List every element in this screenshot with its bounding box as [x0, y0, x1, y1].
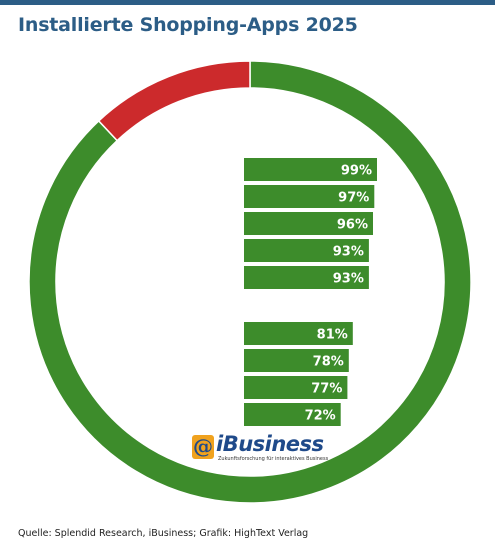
- bar-label-5: 93%: [333, 272, 364, 287]
- logo-name: iBusiness: [216, 432, 324, 456]
- ring-slice-2: [97, 60, 251, 142]
- bar-1: [244, 158, 377, 181]
- bar-4: [244, 239, 369, 262]
- logo-tagline: Zukunftsforschung für interaktives Busin…: [218, 456, 329, 462]
- bar-6: [244, 322, 353, 345]
- bar-3: [244, 212, 373, 235]
- ring-slice-1: [28, 60, 472, 504]
- logo-at-icon: @: [192, 434, 214, 459]
- bar-2: [244, 185, 375, 208]
- top-accent-bar: [0, 0, 495, 5]
- bar-label-9: 72%: [305, 409, 336, 424]
- source-note: Quelle: Splendid Research, iBusiness; Gr…: [18, 528, 309, 539]
- bar-label-6: 81%: [317, 328, 348, 343]
- ibusiness-logo: @ iBusiness Zukunftsforschung für intera…: [192, 432, 328, 464]
- bar-label-1: 99%: [341, 164, 372, 179]
- bar-7: [244, 349, 349, 372]
- bar-label-4: 93%: [333, 245, 364, 260]
- chart-title: Installierte Shopping-Apps 2025: [18, 14, 358, 36]
- bar-label-7: 78%: [313, 355, 344, 370]
- bar-label-8: 77%: [311, 382, 342, 397]
- bar-5: [244, 266, 369, 289]
- bar-label-2: 97%: [338, 191, 369, 206]
- bar-9: [244, 403, 341, 426]
- bar-label-3: 96%: [337, 218, 368, 233]
- bar-8: [244, 376, 348, 399]
